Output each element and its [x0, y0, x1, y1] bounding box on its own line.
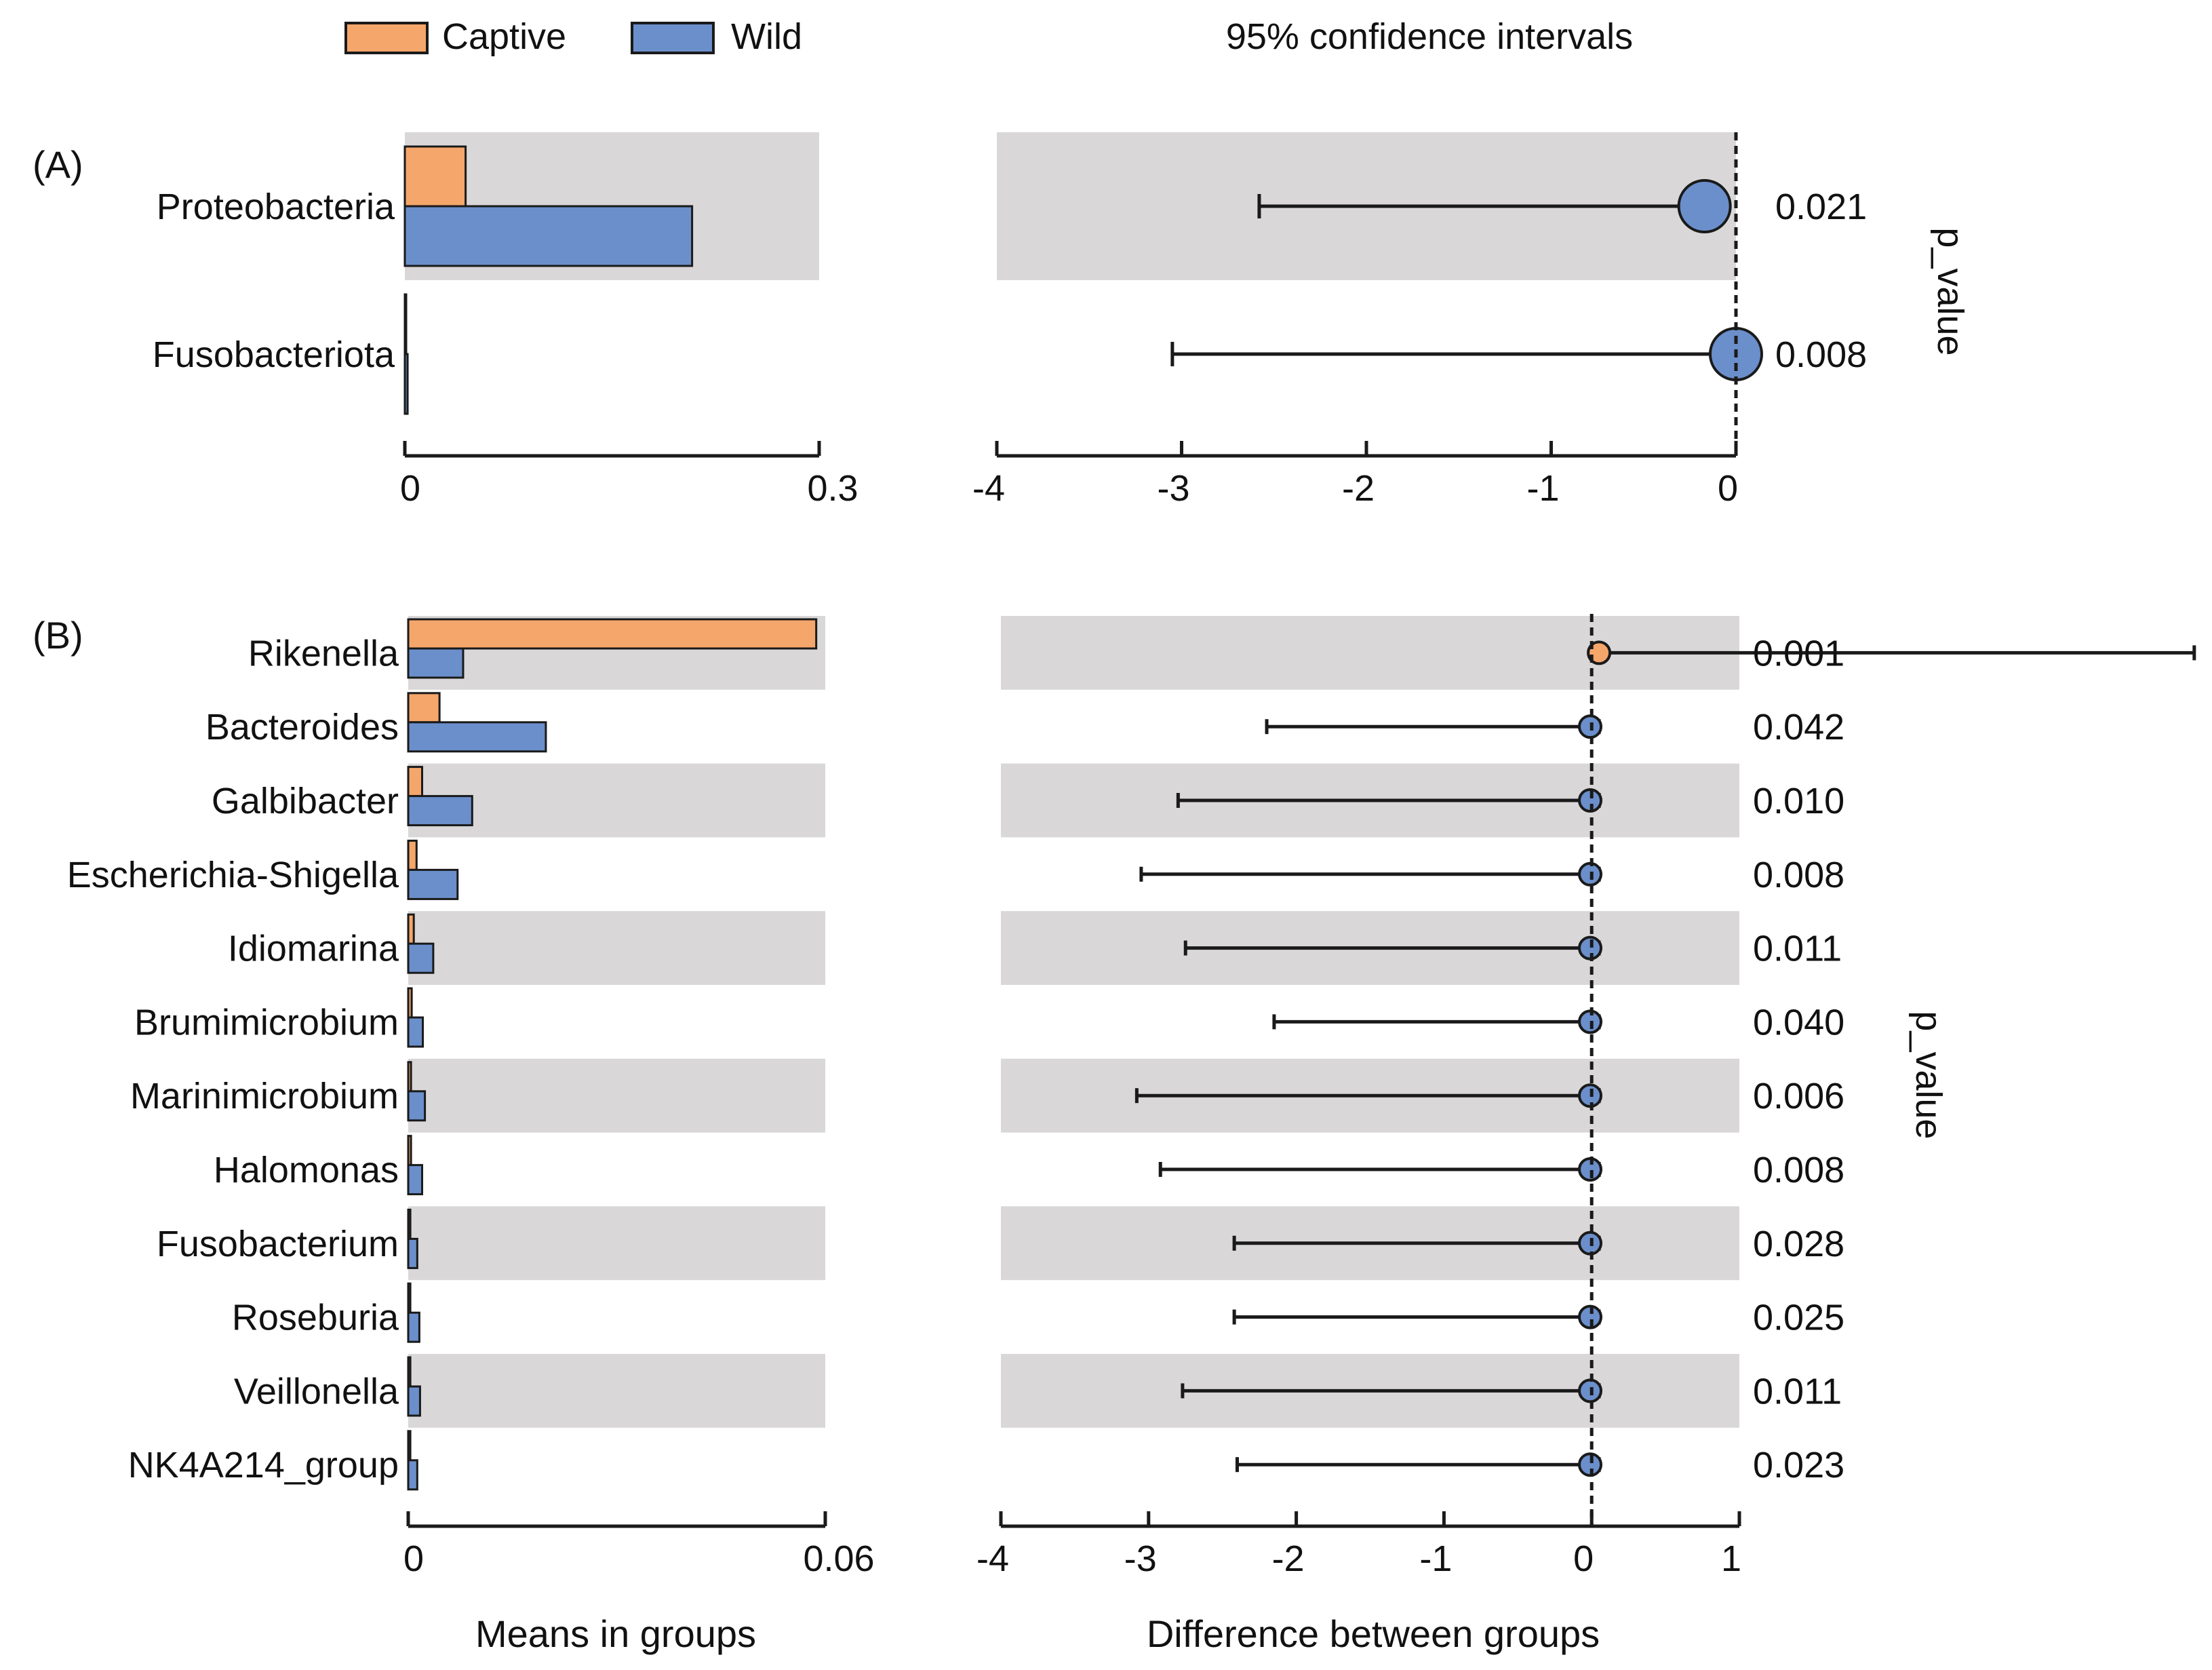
bar-captive	[407, 1208, 412, 1240]
category-label: Fusobacterium	[157, 1224, 399, 1264]
category-label: Roseburia	[232, 1298, 399, 1338]
p-value-axis-label: p_value	[1908, 1011, 1949, 1139]
p-value: 0.028	[1753, 1224, 1844, 1264]
p-value: 0.023	[1753, 1445, 1844, 1485]
panel-label: (A)	[33, 143, 83, 186]
category-label: NK4A214_group	[128, 1445, 399, 1485]
legend-label-captive: Captive	[442, 16, 566, 57]
means-x-tick-label: 0.06	[803, 1538, 874, 1579]
bar-wild	[407, 1164, 423, 1196]
category-label: Halomonas	[214, 1150, 399, 1190]
ci-x-tick-label: -1	[1526, 468, 1559, 509]
means-row-band	[408, 1206, 825, 1281]
panel-label: (B)	[33, 614, 83, 657]
p-value-axis-label: p_value	[1930, 227, 1971, 355]
bar-wild	[407, 647, 465, 679]
means-row-band	[408, 911, 825, 985]
panel-a: (A) Proteobacteria 0.021 Fusobacteriota 0.00…	[33, 132, 1971, 509]
bar-captive	[407, 1282, 412, 1314]
legend-label-wild: Wild	[731, 16, 802, 57]
means-row-band	[408, 1354, 825, 1428]
category-label: Galbibacter	[212, 781, 399, 821]
p-value: 0.011	[1753, 929, 1842, 969]
category-label: Escherichia-Shigella	[67, 855, 399, 895]
ci-point	[1677, 179, 1732, 233]
means-x-tick-label: 0	[403, 1538, 424, 1579]
bar-captive	[403, 293, 408, 355]
category-label: Proteobacteria	[157, 187, 395, 227]
category-label: Veillonella	[234, 1371, 399, 1412]
bar-wild	[407, 721, 547, 753]
ci-x-tick-label: 0	[1573, 1538, 1594, 1579]
category-label: Fusobacteriota	[153, 334, 395, 375]
bar-captive	[407, 1061, 412, 1093]
legend: Captive Wild	[344, 16, 802, 57]
bar-wild	[407, 868, 459, 900]
category-label: Marinimicrobium	[130, 1076, 399, 1116]
means-x-tick-label: 0	[400, 468, 420, 509]
category-label: Rikenella	[248, 633, 399, 674]
means-row-band	[408, 763, 825, 838]
p-value: 0.040	[1753, 1002, 1844, 1043]
p-value: 0.008	[1775, 334, 1867, 375]
bar-wild	[407, 1237, 418, 1269]
p-value: 0.011	[1753, 1371, 1842, 1412]
panel-b: (B) Rikenella 0.001 Bacteroides 0.042 Galbiba…	[33, 614, 2196, 1579]
means-row-band	[408, 1058, 825, 1133]
category-label: Idiomarina	[228, 929, 399, 969]
bar-captive	[407, 766, 423, 798]
category-label: Brumimicrobium	[134, 1002, 399, 1043]
ci-x-tick-label: -1	[1419, 1538, 1452, 1579]
bar-wild	[407, 1459, 418, 1491]
p-value: 0.042	[1753, 707, 1844, 747]
bar-wild	[407, 942, 435, 974]
p-value: 0.010	[1753, 781, 1844, 821]
p-value: 0.021	[1775, 187, 1867, 227]
bar-captive	[407, 692, 441, 724]
p-value: 0.025	[1753, 1298, 1844, 1338]
bar-wild	[407, 1016, 424, 1048]
p-value: 0.001	[1753, 633, 1844, 674]
p-value: 0.006	[1753, 1076, 1844, 1116]
p-value: 0.008	[1753, 855, 1844, 895]
ci-x-tick-label: -3	[1124, 1538, 1157, 1579]
ci-x-tick-label: 0	[1718, 468, 1738, 509]
means-axis-title: Means in groups	[475, 1612, 756, 1655]
ci-x-tick-label: -4	[976, 1538, 1009, 1579]
p-value: 0.008	[1753, 1150, 1844, 1190]
bar-captive	[407, 618, 818, 650]
bar-wild	[407, 1385, 421, 1417]
legend-swatch-captive	[344, 22, 429, 54]
bar-captive	[407, 1430, 412, 1462]
category-label: Bacteroides	[205, 707, 399, 747]
bar-captive	[407, 839, 418, 871]
bar-wild	[407, 1311, 420, 1343]
ci-x-tick-label: -2	[1272, 1538, 1305, 1579]
ci-x-tick-label: -2	[1342, 468, 1375, 509]
ci-title: 95% confidence intervals	[1226, 16, 1633, 57]
bar-captive	[407, 987, 413, 1019]
difference-axis-title: Difference between groups	[1147, 1612, 1600, 1655]
bar-captive	[407, 1135, 412, 1167]
ci-point	[1587, 640, 1612, 665]
means-x-tick-label: 0.3	[807, 468, 858, 509]
bar-wild	[407, 795, 473, 827]
ci-x-tick-label: 1	[1721, 1538, 1741, 1579]
bar-captive	[407, 913, 415, 945]
legend-swatch-wild	[631, 22, 715, 54]
bar-wild	[403, 353, 409, 415]
bar-wild	[403, 205, 694, 267]
bar-captive	[403, 145, 467, 208]
bar-captive	[407, 1356, 412, 1388]
bar-wild	[407, 1090, 427, 1122]
ci-x-tick-label: -4	[972, 468, 1005, 509]
ci-x-tick-label: -3	[1157, 468, 1189, 509]
